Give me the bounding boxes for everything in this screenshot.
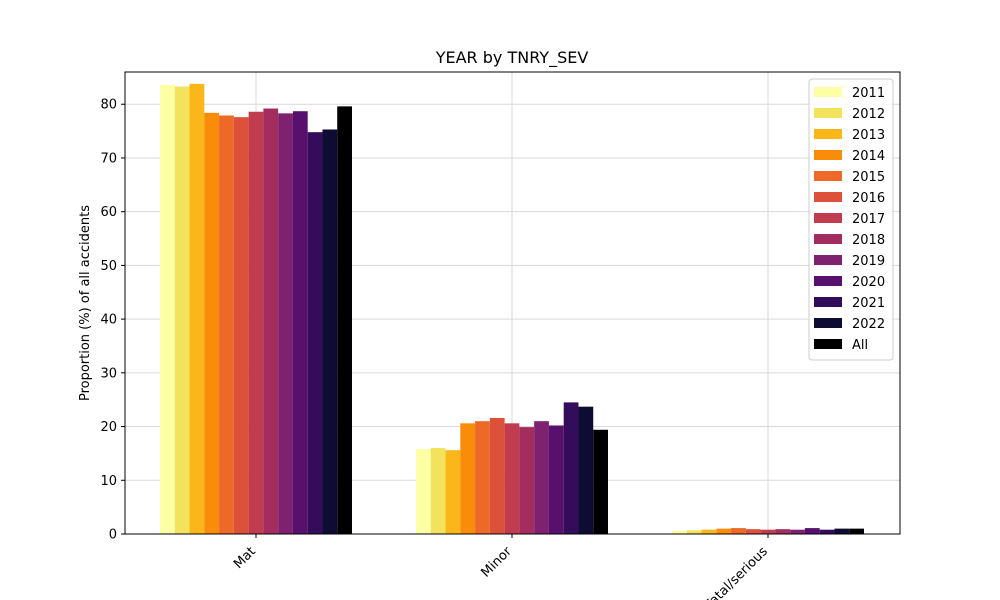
- legend-swatch: [814, 255, 842, 265]
- legend-swatch: [814, 171, 842, 181]
- legend-box: [808, 78, 894, 361]
- bar: [307, 132, 323, 535]
- y-tick-label: 10: [100, 474, 117, 489]
- legend-label: 2011: [852, 86, 885, 101]
- legend-swatch: [814, 87, 842, 97]
- legend-swatch: [814, 297, 842, 307]
- bar: [460, 423, 476, 534]
- bar: [593, 429, 609, 534]
- bar: [804, 528, 820, 534]
- y-tick-label: 60: [100, 205, 117, 220]
- legend-swatch: [814, 339, 842, 349]
- legend-swatch: [814, 192, 842, 202]
- legend-label: 2013: [852, 128, 885, 143]
- legend-label: 2021: [852, 296, 885, 311]
- x-tick-label: Minor: [479, 544, 516, 581]
- bar: [322, 129, 338, 535]
- y-tick-label: 0: [109, 528, 117, 543]
- legend-label: 2015: [852, 170, 885, 185]
- bar: [790, 529, 805, 534]
- x-tick-label: Fatal/serious: [702, 544, 771, 600]
- legend-label: 2016: [852, 191, 885, 206]
- chart-title: YEAR by TNRY_SEV: [435, 48, 589, 68]
- legend-label: All: [852, 338, 868, 353]
- legend-swatch: [814, 276, 842, 286]
- bar: [745, 529, 761, 534]
- bars: [159, 83, 865, 535]
- legend-swatch: [814, 150, 842, 160]
- bar: [292, 111, 308, 534]
- legend-label: 2020: [852, 275, 885, 290]
- y-axis-label: Proportion (%) of all accidents: [78, 205, 93, 401]
- y-tick-label: 80: [100, 98, 117, 113]
- bar: [189, 83, 205, 534]
- legend-swatch: [814, 129, 842, 139]
- legend-label: 2022: [852, 317, 885, 332]
- bar: [760, 529, 776, 534]
- y-tick-label: 50: [100, 259, 117, 274]
- bar: [263, 108, 279, 534]
- bar: [834, 528, 850, 534]
- x-axis: Mat Minor Fatal/serious: [231, 534, 771, 600]
- bar: [578, 406, 594, 534]
- bar: [248, 111, 264, 535]
- bar: [731, 528, 746, 534]
- legend-swatch: [814, 318, 842, 328]
- legend-swatch: [814, 213, 842, 223]
- legend-label: 2018: [852, 233, 885, 248]
- x-tick-label: Mat: [231, 544, 259, 572]
- legend-swatch: [814, 108, 842, 118]
- bar: [475, 421, 490, 534]
- bar: [233, 117, 249, 534]
- bar: [219, 115, 234, 535]
- bar: [445, 450, 461, 534]
- bar: [415, 449, 431, 534]
- bar: [849, 528, 865, 534]
- bar: [174, 86, 190, 535]
- legend-label: 2012: [852, 107, 885, 122]
- bar: [716, 528, 732, 534]
- bar: [775, 529, 791, 534]
- legend-label: 2014: [852, 149, 885, 164]
- bar: [278, 113, 293, 535]
- bar: [519, 427, 535, 534]
- bar: [204, 112, 220, 534]
- bar: [504, 423, 520, 534]
- y-axis: 0 10 20 30 40 50 60 70 80: [100, 98, 125, 543]
- bar: [430, 448, 446, 534]
- y-tick-label: 30: [100, 366, 117, 381]
- bar: [337, 106, 353, 534]
- legend: 2011 2012 2013 2014 2015 2016 2017 2018 2019 2020…: [808, 78, 894, 361]
- bar: [489, 417, 505, 534]
- bar: [819, 529, 835, 534]
- bar: [563, 402, 579, 534]
- bar: [548, 425, 564, 534]
- y-tick-label: 40: [100, 313, 117, 328]
- bar: [534, 421, 549, 534]
- bar: [671, 530, 687, 534]
- legend-label: 2017: [852, 212, 885, 227]
- bar: [686, 530, 702, 534]
- y-tick-label: 20: [100, 420, 117, 435]
- bar: [701, 529, 717, 534]
- legend-label: 2019: [852, 254, 885, 269]
- legend-swatch: [814, 234, 842, 244]
- bar: [159, 84, 175, 535]
- y-tick-label: 70: [100, 151, 117, 166]
